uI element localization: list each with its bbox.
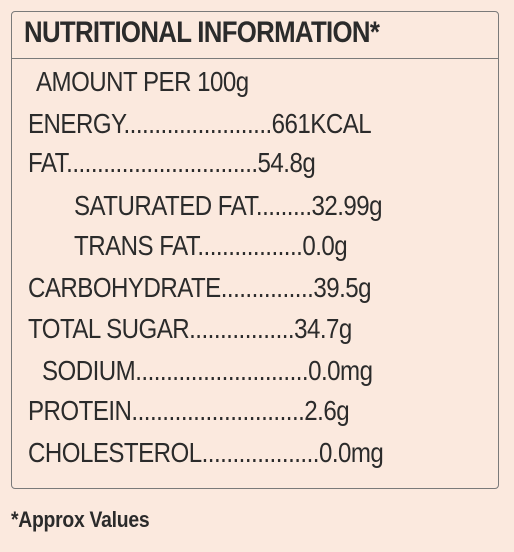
panel-title: NUTRITIONAL INFORMATION* [24, 16, 380, 49]
title-divider [12, 58, 499, 59]
nutrient-row-cholesterol: CHOLESTEROL...................0.0mg [28, 437, 384, 468]
footnote: *Approx Values [11, 507, 150, 532]
nutrient-row-sodium: SODIUM............................0.0mg [42, 355, 373, 386]
nutrient-row-total-sugar: TOTAL SUGAR.................34.7g [28, 313, 352, 344]
nutrient-row-trans-fat: TRANS FAT.................0.0g [74, 230, 348, 261]
nutrient-row-energy: ENERGY........................661KCAL [28, 108, 372, 139]
nutrient-row-saturated-fat: SATURATED FAT.........32.99g [74, 190, 383, 221]
nutrient-row-protein: PROTEIN............................2.6g [28, 395, 350, 426]
nutrition-panel [11, 11, 499, 489]
nutrient-row-fat: FAT...............................54.8g [28, 147, 316, 178]
nutrient-row-carbohydrate: CARBOHYDRATE...............39.5g [28, 272, 372, 303]
amount-per-label: AMOUNT PER 100g [36, 66, 249, 97]
